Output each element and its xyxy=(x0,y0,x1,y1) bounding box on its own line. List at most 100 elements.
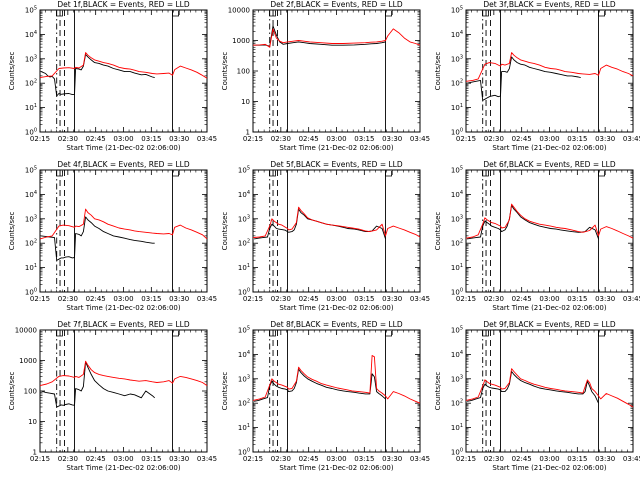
x-tick-label: 02:45 xyxy=(299,295,319,303)
series-line-lld xyxy=(252,355,421,404)
series-line-events xyxy=(254,368,386,402)
y-tick-label: 102 xyxy=(238,239,250,248)
y-axis-label: Counts/sec xyxy=(8,52,16,91)
x-axis-label: Start Time (21-Dec-02 02:06:00) xyxy=(279,144,393,152)
detector-panel-7: Det 7f,BLACK = Events, RED = LLD 1 10 100 10… xyxy=(8,320,217,472)
plot-frame xyxy=(39,169,208,293)
y-tick-label: 104 xyxy=(451,190,463,199)
y-tick-label: 104 xyxy=(25,190,37,199)
x-tick-label: 03:15 xyxy=(354,295,374,303)
x-tick-label: 03:15 xyxy=(567,295,587,303)
x-tick-label: 03:45 xyxy=(410,295,430,303)
x-axis-label: Start Time (21-Dec-02 02:06:00) xyxy=(492,464,606,472)
series-line-events xyxy=(40,54,155,97)
y-axis-label: Counts/sec xyxy=(221,212,229,251)
bracket-marker xyxy=(385,11,392,17)
series-line-events xyxy=(467,371,599,404)
y-tick-label: 100 xyxy=(238,448,250,457)
x-tick-label: 03:30 xyxy=(169,455,189,463)
plot-frame xyxy=(465,169,634,293)
x-tick-label: 03:30 xyxy=(169,135,189,143)
x-tick-label: 02:30 xyxy=(271,135,291,143)
bracket-marker xyxy=(172,11,179,17)
x-tick-label: 03:45 xyxy=(410,135,430,143)
x-tick-label: 02:30 xyxy=(271,455,291,463)
bracket-marker xyxy=(598,171,605,177)
series-line-events xyxy=(41,216,155,261)
x-axis-label: Start Time (21-Dec-02 02:06:00) xyxy=(279,464,393,472)
bracket-marker xyxy=(56,11,63,17)
bracket-marker xyxy=(482,171,489,177)
x-tick-label: 02:45 xyxy=(512,295,532,303)
bracket-marker xyxy=(385,331,392,337)
bracket-marker xyxy=(269,331,276,337)
x-tick-label: 02:30 xyxy=(58,135,78,143)
x-tick-label: 03:15 xyxy=(141,135,161,143)
y-tick-label: 101 xyxy=(238,263,250,272)
series-line-lld xyxy=(39,52,208,79)
x-tick-label: 02:15 xyxy=(243,135,263,143)
series-line-events xyxy=(254,25,386,47)
y-axis-label: Counts/sec xyxy=(221,52,229,91)
x-tick-label: 03:00 xyxy=(326,135,346,143)
y-tick-label: 102 xyxy=(238,399,250,408)
plot-frame xyxy=(252,329,421,453)
x-tick-label: 03:00 xyxy=(113,135,133,143)
x-tick-label: 02:15 xyxy=(243,455,263,463)
plot-title: Det 6f,BLACK = Events, RED = LLD xyxy=(483,160,616,169)
x-tick-label: 02:15 xyxy=(30,135,50,143)
x-axis-label: Start Time (21-Dec-02 02:06:00) xyxy=(66,144,180,152)
x-tick-label: 03:15 xyxy=(354,135,374,143)
y-tick-label: 100 xyxy=(237,68,250,76)
y-tick-label: 102 xyxy=(25,239,37,248)
x-tick-label: 03:45 xyxy=(623,295,640,303)
plot-frame xyxy=(252,169,421,293)
x-tick-label: 03:00 xyxy=(539,455,559,463)
x-tick-label: 02:30 xyxy=(484,295,504,303)
y-tick-label: 102 xyxy=(25,79,37,88)
series-line-events xyxy=(254,208,386,240)
plot-title: Det 5f,BLACK = Events, RED = LLD xyxy=(270,160,403,169)
x-tick-label: 02:15 xyxy=(456,295,476,303)
y-tick-label: 105 xyxy=(238,166,250,175)
plot-title: Det 8f,BLACK = Events, RED = LLD xyxy=(270,320,403,329)
x-tick-label: 03:45 xyxy=(197,295,217,303)
x-tick-label: 03:30 xyxy=(169,295,189,303)
x-tick-label: 02:45 xyxy=(86,295,106,303)
y-tick-label: 105 xyxy=(451,326,463,335)
series-line-events xyxy=(467,205,599,240)
x-tick-label: 02:45 xyxy=(512,455,532,463)
y-tick-label: 100 xyxy=(238,288,250,297)
x-tick-label: 03:00 xyxy=(113,295,133,303)
y-tick-label: 104 xyxy=(238,190,250,199)
bracket-marker xyxy=(598,331,605,337)
plot-frame xyxy=(465,9,634,133)
x-axis-label: Start Time (21-Dec-02 02:06:00) xyxy=(492,144,606,152)
y-tick-label: 101 xyxy=(238,423,250,432)
x-tick-label: 02:45 xyxy=(299,135,319,143)
bracket-marker xyxy=(269,171,276,177)
detector-panel-3: Det 3f,BLACK = Events, RED = LLD 100 101 10… xyxy=(434,0,640,152)
y-tick-label: 10000 xyxy=(228,7,250,15)
x-tick-label: 02:30 xyxy=(484,455,504,463)
y-tick-label: 101 xyxy=(451,423,463,432)
y-tick-label: 100 xyxy=(451,448,463,457)
detector-panel-5: Det 5f,BLACK = Events, RED = LLD 100 101 10… xyxy=(221,160,430,312)
y-tick-label: 101 xyxy=(25,263,37,272)
x-tick-label: 03:30 xyxy=(595,455,615,463)
series-line-lld xyxy=(465,52,634,82)
x-tick-label: 02:30 xyxy=(271,295,291,303)
bracket-marker xyxy=(385,171,392,177)
series-line-events xyxy=(467,56,581,101)
y-tick-label: 105 xyxy=(238,326,250,335)
y-tick-label: 104 xyxy=(451,350,463,359)
x-tick-label: 03:15 xyxy=(141,455,161,463)
y-tick-label: 105 xyxy=(25,6,37,15)
y-tick-label: 10 xyxy=(28,418,37,426)
y-tick-label: 1000 xyxy=(19,357,37,365)
y-tick-label: 104 xyxy=(451,30,463,39)
y-tick-label: 103 xyxy=(451,54,463,63)
plot-frame xyxy=(465,329,634,453)
y-tick-label: 10000 xyxy=(15,327,37,335)
